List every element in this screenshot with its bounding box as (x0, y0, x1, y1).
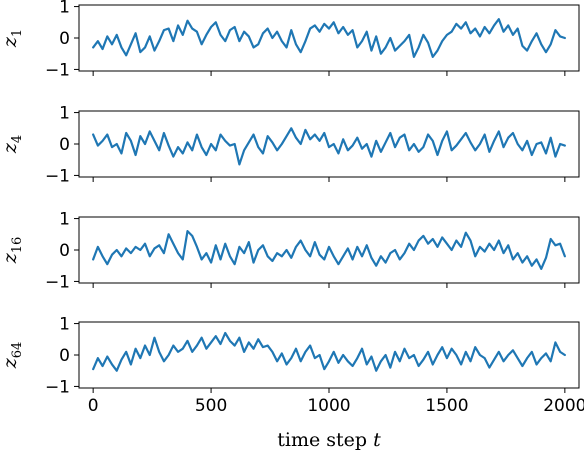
y-axis-label-z1: z1 (0, 29, 25, 48)
y-axis-label-subscript: 16 (10, 237, 25, 254)
x-tick-label: 500 (195, 396, 227, 416)
y-tick-label-z4: 0 (59, 135, 70, 155)
x-axis-title-text: time step (277, 429, 373, 451)
y-tick-label-z1: 1 (59, 0, 70, 18)
series-line-z4 (92, 127, 566, 166)
x-axis-title-variable: t (373, 429, 381, 451)
panel-z4: −1 0 1 z4 (0, 104, 580, 186)
y-axis-label-subscript: 4 (10, 135, 25, 143)
y-tick-label-z1: 0 (59, 29, 70, 49)
y-axis-label-z16: z16 (0, 237, 25, 265)
panel-frame-z1 (78, 4, 580, 72)
panel-z16: −1 0 1 z16 (0, 210, 580, 292)
panel-z64: −1 0 1 0 500 1000 1500 2000 z64 (0, 315, 584, 416)
y-tick-label-z64: −1 (45, 377, 70, 397)
series-line-z1 (92, 18, 566, 58)
y-axis-label-base: z (0, 252, 21, 264)
y-axis-label-z64: z64 (0, 342, 25, 370)
y-tick-label-z64: 1 (59, 315, 70, 335)
y-tick-label-z64: 0 (59, 346, 70, 366)
y-tick-label-z16: 1 (59, 210, 70, 230)
y-axis-label-base: z (0, 357, 21, 369)
y-axis-label-z4: z4 (0, 135, 25, 154)
y-axis-label-subscript: 1 (10, 29, 25, 37)
series-line-z16 (92, 230, 566, 270)
y-tick-label-z16: −1 (45, 272, 70, 292)
y-tick-label-z1: −1 (45, 60, 70, 80)
panel-frame-z64 (78, 321, 580, 389)
y-axis-label-subscript: 64 (10, 342, 25, 359)
y-tick-label-z4: 1 (59, 104, 70, 124)
y-tick-label-z4: −1 (45, 166, 70, 186)
x-tick-label: 1000 (307, 396, 350, 416)
y-tick-label-z16: 0 (59, 241, 70, 261)
x-tick-label: 2000 (543, 396, 584, 416)
y-axis-label-base: z (0, 142, 21, 154)
y-axis-label-base: z (0, 36, 21, 48)
x-axis-title: time step t (277, 429, 381, 451)
x-tick-label: 0 (88, 396, 99, 416)
x-tick-label: 1500 (425, 396, 468, 416)
series-line-z64 (92, 331, 566, 372)
